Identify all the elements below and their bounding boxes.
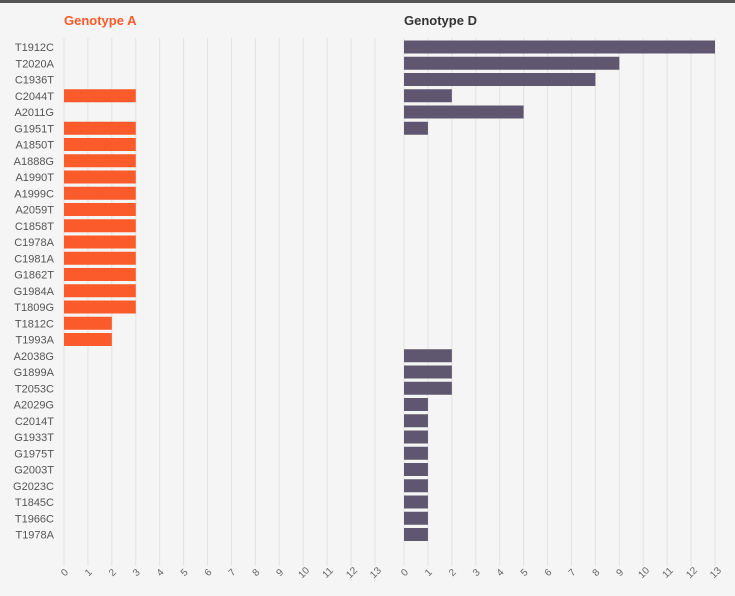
category-label: A1999C xyxy=(14,188,54,200)
panel-title: Genotype A xyxy=(64,13,137,28)
x-tick-label: 1 xyxy=(423,567,435,579)
bar[interactable] xyxy=(404,365,452,379)
bar[interactable] xyxy=(404,40,715,54)
bar[interactable] xyxy=(64,186,136,200)
bar[interactable] xyxy=(404,121,428,135)
x-tick-label: 7 xyxy=(567,567,579,579)
bar[interactable] xyxy=(404,430,428,444)
bar[interactable] xyxy=(404,495,428,509)
bar[interactable] xyxy=(404,414,428,428)
x-tick-label: 3 xyxy=(471,567,483,579)
x-tick-label: 11 xyxy=(661,565,676,580)
top-border xyxy=(0,0,735,3)
category-label: G1975T xyxy=(14,448,54,460)
bar[interactable] xyxy=(64,138,136,151)
category-label: A1990T xyxy=(15,172,54,184)
bar[interactable] xyxy=(64,251,136,265)
category-label: T2053C xyxy=(15,383,54,395)
x-tick-label: 8 xyxy=(591,567,603,579)
bar[interactable] xyxy=(404,528,428,541)
category-label: C2014T xyxy=(15,416,54,428)
category-label: T1812C xyxy=(15,318,54,330)
bar[interactable] xyxy=(64,333,112,346)
category-label: G2003T xyxy=(14,465,54,477)
x-tick-label: 8 xyxy=(251,567,263,579)
x-tick-label: 6 xyxy=(203,567,215,579)
bar[interactable] xyxy=(404,73,596,86)
category-label: G1933T xyxy=(14,432,54,444)
bar[interactable] xyxy=(64,300,136,314)
bar[interactable] xyxy=(64,203,136,216)
x-tick-label: 2 xyxy=(447,567,459,579)
x-tick-label: 1 xyxy=(83,567,95,579)
category-label: T1845C xyxy=(15,497,54,509)
bar[interactable] xyxy=(64,316,112,330)
category-label: C1936T xyxy=(15,75,54,87)
category-label: C1981A xyxy=(14,253,54,265)
category-label: G1951T xyxy=(14,123,54,135)
category-label: C1858T xyxy=(15,221,54,233)
bar[interactable] xyxy=(64,121,136,135)
x-tick-label: 0 xyxy=(59,567,71,579)
x-tick-label: 12 xyxy=(344,565,360,581)
bar[interactable] xyxy=(404,463,428,476)
bar[interactable] xyxy=(64,219,136,233)
category-label: A2059T xyxy=(15,205,54,217)
bar[interactable] xyxy=(404,349,452,363)
x-tick-label: 9 xyxy=(615,567,627,579)
category-label: A2029G xyxy=(14,400,54,412)
category-label: A1850T xyxy=(15,140,54,152)
x-tick-label: 4 xyxy=(495,567,507,579)
bar[interactable] xyxy=(404,105,524,119)
x-tick-label: 5 xyxy=(519,567,531,579)
x-tick-label: 2 xyxy=(107,567,119,579)
category-label: A1888G xyxy=(14,156,54,168)
category-label: T1993A xyxy=(15,335,54,347)
bar[interactable] xyxy=(404,511,428,525)
category-label: T1912C xyxy=(15,42,54,54)
category-label: C1978A xyxy=(14,237,54,249)
x-tick-label: 10 xyxy=(636,565,652,581)
category-label: A2038G xyxy=(14,351,54,363)
x-tick-label: 3 xyxy=(131,567,143,579)
bar[interactable] xyxy=(404,89,452,103)
bar[interactable] xyxy=(404,381,452,395)
x-tick-label: 13 xyxy=(708,565,724,581)
panel-title: Genotype D xyxy=(404,13,477,28)
bar[interactable] xyxy=(64,235,136,249)
category-label: A2011G xyxy=(14,107,54,119)
category-label: G1862T xyxy=(14,270,54,282)
bar[interactable] xyxy=(64,170,136,184)
category-label: G1984A xyxy=(14,286,55,298)
x-tick-label: 12 xyxy=(684,565,700,581)
x-tick-label: 10 xyxy=(296,565,312,581)
bar[interactable] xyxy=(404,479,428,493)
category-label: C2044T xyxy=(15,91,54,103)
x-tick-label: 7 xyxy=(227,567,239,579)
category-label: T1809G xyxy=(14,302,54,314)
bar[interactable] xyxy=(64,268,136,281)
x-tick-label: 11 xyxy=(321,565,336,580)
category-label: G1899A xyxy=(14,367,55,379)
bar[interactable] xyxy=(64,154,136,168)
bar[interactable] xyxy=(404,398,428,411)
category-label: T1966C xyxy=(15,513,54,525)
x-tick-label: 9 xyxy=(275,567,287,579)
x-tick-label: 6 xyxy=(543,567,555,579)
x-tick-label: 0 xyxy=(399,567,411,579)
bar[interactable] xyxy=(64,89,136,103)
category-label: G2023C xyxy=(13,481,54,493)
bar[interactable] xyxy=(64,284,136,298)
category-label: T1978A xyxy=(15,530,54,542)
bar[interactable] xyxy=(404,56,620,70)
bar[interactable] xyxy=(404,446,428,460)
x-tick-label: 13 xyxy=(368,565,384,581)
x-tick-label: 5 xyxy=(179,567,191,579)
x-tick-label: 4 xyxy=(155,567,167,579)
category-label: T2020A xyxy=(15,58,54,70)
